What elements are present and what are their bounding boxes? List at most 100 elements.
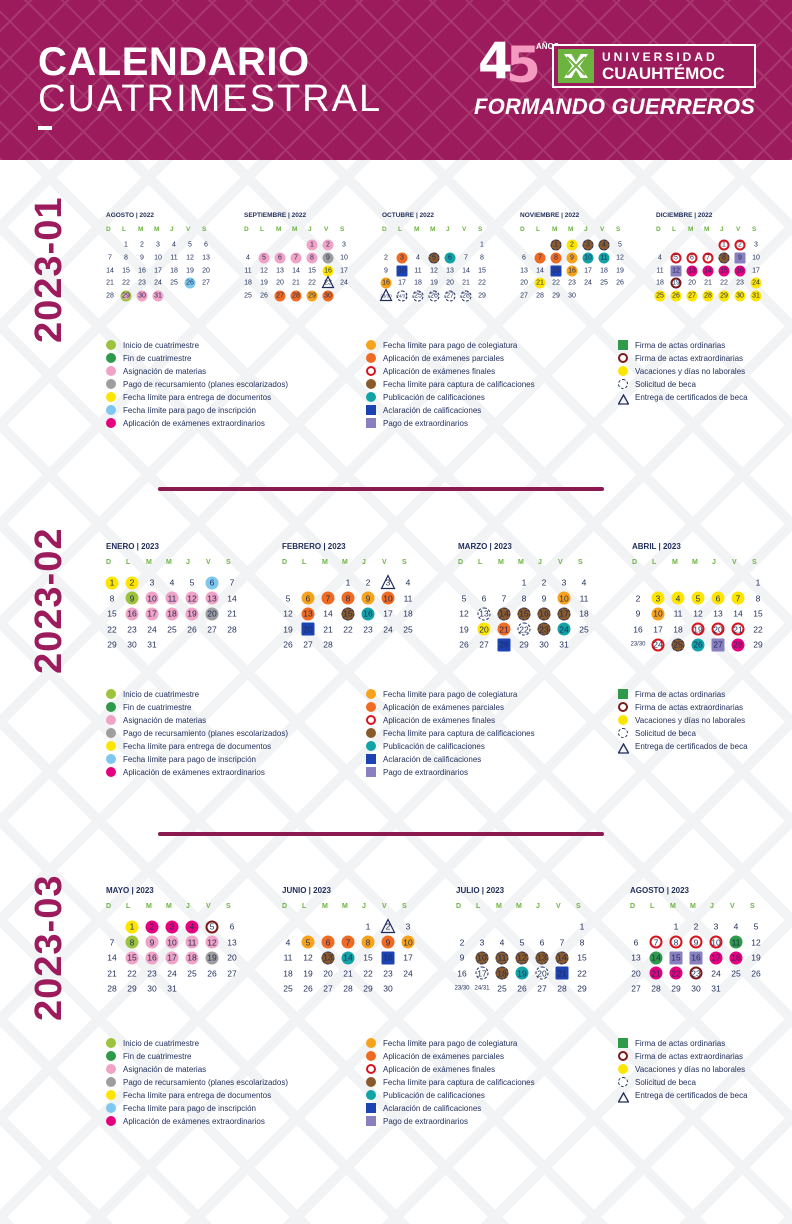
calendar-day: 18	[398, 606, 418, 622]
day-number: 13	[446, 267, 454, 275]
day-number: 27	[303, 639, 313, 650]
day-number: 6	[209, 577, 215, 588]
day-marker: 12	[185, 591, 199, 605]
day-number: 28	[536, 292, 544, 300]
calendar-day: 24	[580, 277, 596, 290]
day-number: 3	[169, 921, 175, 932]
weekday-header: M	[166, 902, 172, 910]
legend-item: Pago de extraordinarios	[366, 767, 468, 777]
day-number: 21	[536, 279, 544, 287]
legend-swatch	[106, 715, 116, 725]
calendar-day: 1	[716, 239, 732, 252]
day-number: 22	[107, 624, 117, 635]
calendar-day: 6	[272, 252, 288, 265]
day-number: 18	[403, 608, 413, 619]
calendar-day: 10	[580, 252, 596, 265]
day-number: 12	[616, 254, 624, 262]
legend-item: Aclaración de calificaciones	[366, 1103, 481, 1113]
day-marker: 6	[274, 252, 286, 264]
calendar-day: 7	[102, 252, 118, 265]
day-number: 2	[365, 577, 371, 588]
day-marker: 17	[402, 951, 415, 964]
calendar-day: 24	[706, 966, 726, 982]
section-label: 2023-02	[28, 527, 70, 675]
day-marker: 26	[282, 638, 295, 651]
legend-pagoextra-icon	[366, 767, 376, 777]
calendar-day: 12	[256, 264, 272, 277]
calendar-day: 17	[162, 950, 182, 966]
day-marker: 29	[120, 290, 132, 302]
day-number: 16	[736, 267, 744, 275]
calendar-day: 17	[142, 606, 162, 622]
legend-swatch	[366, 741, 376, 751]
day-marker: 31	[152, 290, 164, 302]
day-marker: 22	[576, 967, 589, 980]
legend-pagoextra-icon	[366, 1116, 376, 1126]
legend-label: Pago de extraordinarios	[383, 767, 468, 777]
legend-label: Firma de actas ordinarias	[635, 689, 726, 699]
calendar-day: 2	[320, 239, 336, 252]
day-marker: 30	[538, 638, 551, 651]
day-number: 19	[616, 267, 624, 275]
day-marker: 18	[672, 623, 685, 636]
calendar-day: 25	[652, 290, 668, 303]
calendar-day: 5	[688, 591, 708, 607]
day-number: 24	[340, 279, 348, 287]
legend-swatch	[366, 767, 376, 777]
day-marker: 20	[687, 278, 698, 289]
legend-label: Fecha límite para captura de calificacio…	[383, 379, 535, 389]
day-number: 7	[464, 254, 468, 262]
calendar-day: 19	[298, 966, 318, 982]
weekday-header: D	[106, 902, 112, 910]
calendar-day: 4	[726, 919, 746, 935]
day-number: 17	[398, 279, 406, 287]
day-number: 11	[244, 267, 252, 275]
day-marker: 24	[382, 623, 395, 636]
calendar-day: 3	[142, 575, 162, 591]
legend-extraordinarios-icon	[106, 767, 116, 777]
calendar-day: 10	[648, 606, 668, 622]
day-marker: 26	[428, 290, 440, 302]
day-marker: 23	[126, 623, 139, 636]
day-marker: 25	[599, 278, 610, 289]
day-marker: 15	[307, 265, 318, 276]
calendar-day: 17	[398, 950, 418, 966]
page-title-line1: CALENDARIO	[38, 40, 310, 84]
calendar-day: 11	[492, 950, 512, 966]
day-number: 14	[733, 608, 743, 619]
legend-finales-icon	[366, 1064, 376, 1074]
day-marker: 29	[362, 982, 375, 995]
day-number: 3	[561, 577, 567, 588]
legend-swatch	[366, 728, 376, 738]
day-marker: 5	[205, 920, 219, 934]
day-marker: 24	[146, 623, 159, 636]
day-marker: 14	[649, 951, 663, 965]
day-number: 18	[656, 279, 664, 287]
day-number: 1	[755, 577, 761, 588]
day-number: 20	[202, 267, 210, 275]
day-number: 6	[204, 241, 208, 249]
calendar-day: 22	[102, 622, 122, 638]
day-number: 5	[432, 254, 436, 262]
day-marker: 11	[169, 253, 180, 264]
day-number: 26	[517, 983, 527, 994]
legend-certificado-icon	[617, 392, 630, 405]
calendar-day: 5	[512, 935, 532, 951]
day-marker: 15	[517, 607, 531, 621]
calendar-day: 29	[122, 981, 142, 997]
day-marker: 18	[282, 967, 295, 980]
legend-publicacion-icon	[366, 741, 376, 751]
day-marker: 11	[185, 935, 199, 949]
calendar-day: 30	[686, 981, 706, 997]
legend-label: Firma de actas extraordinarias	[635, 353, 744, 363]
day-number: 20	[303, 624, 313, 635]
day-number: 4	[416, 254, 420, 262]
legend-item: Fin de cuatrimestre	[106, 1051, 191, 1061]
day-marker: 8	[125, 935, 139, 949]
day-number: 26	[283, 639, 293, 650]
calendar-day: 13	[532, 950, 552, 966]
calendar-day: 30	[378, 981, 398, 997]
calendar-day: 2	[686, 919, 706, 935]
legend-item: Fecha límite para pago de colegiatura	[366, 340, 517, 350]
legend-item: Aplicación de exámenes extraordinarios	[106, 1116, 265, 1126]
